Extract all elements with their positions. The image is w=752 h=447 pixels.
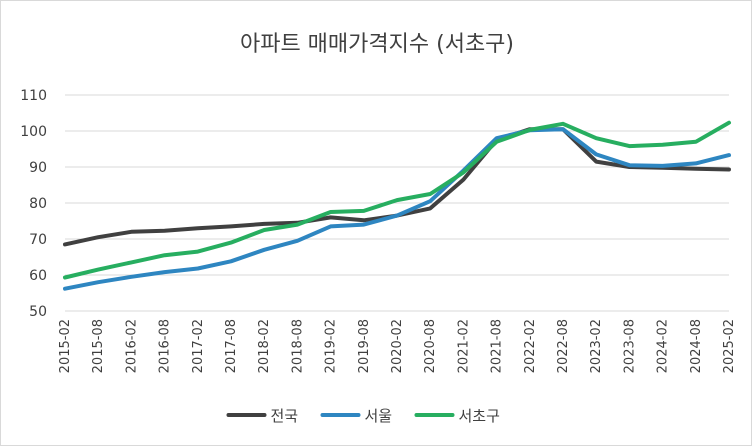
x-tick-label: 2018-02: [257, 319, 272, 373]
x-tick-label: 2020-08: [423, 319, 438, 373]
x-tick-label: 2018-08: [290, 319, 305, 373]
y-tick-label: 110: [20, 88, 47, 104]
legend-label-0: 전국: [271, 407, 299, 425]
x-tick-label: 2019-02: [324, 319, 339, 373]
x-tick-label: 2021-02: [456, 319, 471, 373]
y-tick-label: 70: [29, 232, 47, 248]
x-tick-label: 2023-08: [622, 319, 637, 373]
x-tick-label: 2015-02: [58, 319, 73, 373]
x-tick-label: 2019-08: [357, 319, 372, 373]
x-tick-label: 2022-02: [523, 319, 538, 373]
x-tick-label: 2017-08: [224, 319, 239, 373]
y-tick-label: 100: [20, 124, 47, 140]
y-tick-label: 90: [29, 160, 47, 176]
x-tick-label: 2025-02: [722, 319, 737, 373]
legend: 전국 서울 서초구: [226, 407, 500, 425]
series-lines: [63, 120, 731, 291]
y-axis-ticks: 50 60 70 80 90 100 110: [20, 88, 47, 320]
x-tick-label: 2024-02: [656, 319, 671, 373]
y-tick-label: 80: [29, 196, 47, 212]
x-tick-label: 2023-02: [589, 319, 604, 373]
chart-title: 아파트 매매가격지수 (서초구): [240, 32, 514, 57]
gridlines: [65, 94, 729, 312]
x-tick-label: 2015-08: [91, 319, 106, 373]
y-tick-label: 50: [29, 304, 47, 320]
x-tick-label: 2020-02: [390, 319, 405, 373]
x-tick-label: 2021-08: [490, 319, 505, 373]
legend-label-2: 서초구: [459, 407, 500, 425]
x-tick-label: 2022-08: [556, 319, 571, 373]
y-tick-label: 60: [29, 268, 47, 284]
legend-label-1: 서울: [365, 407, 393, 425]
x-tick-label: 2016-08: [158, 319, 173, 373]
series-line-2: [63, 120, 731, 280]
x-tick-label: 2024-08: [689, 319, 704, 373]
x-tick-label: 2016-02: [124, 319, 139, 373]
x-tick-label: 2017-02: [191, 319, 206, 373]
series-line-1: [63, 127, 731, 291]
x-axis-ticks: 2015-02 2015-08 2016-02 2016-08 2017-02 2017-…: [58, 319, 737, 373]
